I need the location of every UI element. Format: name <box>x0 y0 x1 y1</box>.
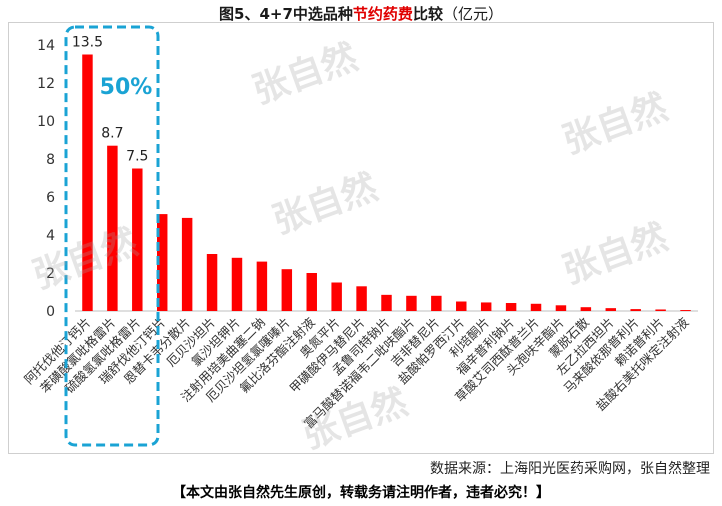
bar <box>555 305 567 311</box>
bar <box>680 310 691 311</box>
y-tick-label: 6 <box>46 190 55 206</box>
bar <box>580 307 592 311</box>
chart-title: 图5、4+7中选品种节约药费比较（亿元） <box>0 3 722 24</box>
y-tick-label: 8 <box>46 152 55 168</box>
bar <box>107 145 118 311</box>
bar <box>206 254 218 311</box>
bar <box>630 309 641 311</box>
y-tick-label: 0 <box>46 304 55 320</box>
title-suffix: 比较 <box>412 5 443 23</box>
y-tick-label: 4 <box>46 228 55 244</box>
bar <box>281 269 293 311</box>
chart-frame <box>8 22 714 454</box>
source-note: 数据来源：上海阳光医药采购网，张自然整理 <box>430 461 710 477</box>
y-tick-label: 12 <box>37 76 55 92</box>
data-label: 8.7 <box>101 126 123 142</box>
bar <box>156 214 168 311</box>
data-label: 13.5 <box>72 35 103 51</box>
bar <box>655 309 666 311</box>
bar <box>605 308 617 311</box>
bar <box>356 286 367 311</box>
copyright-notice: 【本文由张自然先生原创，转载务请注明作者，违者必究！】 <box>172 485 550 501</box>
bar <box>456 301 467 311</box>
title-highlight: 节约药费 <box>352 5 413 23</box>
title-unit: （亿元） <box>442 5 503 23</box>
bar <box>381 294 392 311</box>
bar <box>431 295 442 311</box>
bar <box>331 282 342 311</box>
y-tick-label: 2 <box>46 266 55 282</box>
title-prefix: 图5、4+7中选品种 <box>219 5 353 23</box>
bar <box>82 54 93 311</box>
bar <box>406 295 417 311</box>
bar <box>181 217 193 311</box>
bar <box>256 261 268 311</box>
bar <box>480 302 492 311</box>
bar <box>505 303 517 311</box>
data-label: 7.5 <box>126 149 148 165</box>
bar <box>231 257 243 311</box>
highlight-box <box>64 25 160 447</box>
bar <box>132 168 143 311</box>
callout-percent: 50% <box>100 75 153 100</box>
bar <box>530 303 542 311</box>
y-tick-label: 14 <box>37 38 55 54</box>
bar <box>306 273 317 311</box>
y-tick-label: 10 <box>37 114 55 130</box>
